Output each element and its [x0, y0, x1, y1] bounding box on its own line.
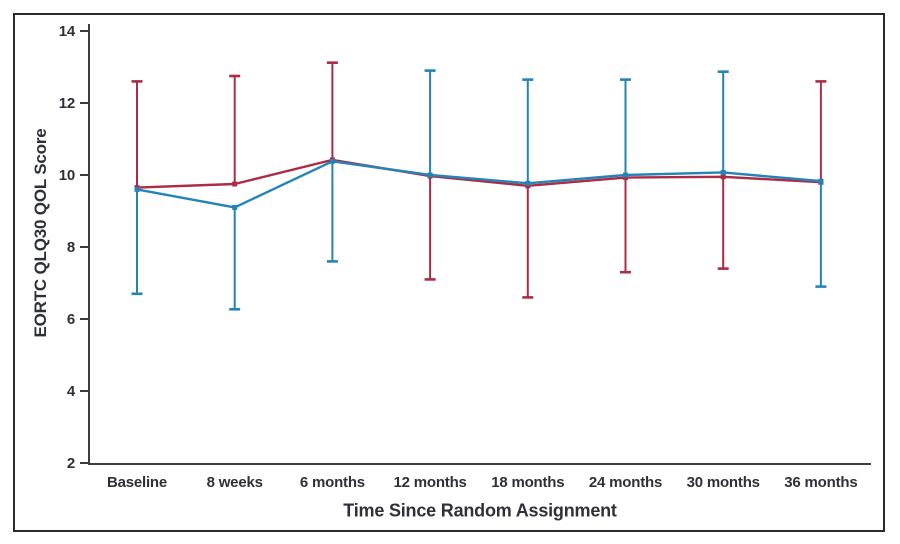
- blue-arm-marker: [427, 172, 433, 178]
- blue-arm-marker: [818, 178, 824, 184]
- blue-arm-line: [136, 160, 822, 209]
- red-arm-line: [136, 158, 821, 189]
- y-tick-label: 14: [59, 23, 76, 40]
- x-tick-label: 18 months: [491, 474, 564, 491]
- red-arm-marker: [720, 174, 726, 180]
- y-tick-label: 10: [59, 167, 75, 184]
- y-tick-label: 12: [59, 95, 75, 112]
- x-tick-label: 8 weeks: [207, 474, 263, 491]
- x-tick-label: 12 months: [393, 474, 466, 491]
- y-tick-label: 8: [67, 239, 75, 256]
- x-tick-label: 6 months: [300, 474, 365, 491]
- y-tick-label: 6: [67, 311, 75, 328]
- red-arm-marker: [525, 183, 531, 189]
- y-tick-label: 2: [67, 455, 75, 472]
- y-axis-title: EORTC QLQ30 QOL Score: [31, 128, 50, 338]
- red-arm-marker: [623, 175, 628, 181]
- blue-arm-marker: [623, 172, 628, 178]
- blue-arm-marker: [134, 186, 140, 192]
- blue-arm-marker: [329, 158, 335, 164]
- x-tick-label: 36 months: [784, 474, 857, 491]
- x-axis-title: Time Since Random Assignment: [343, 500, 617, 521]
- red-arm-marker: [232, 181, 238, 187]
- x-tick-label: Baseline: [107, 474, 167, 491]
- x-tick-label: 24 months: [589, 474, 662, 491]
- blue-arm-marker: [525, 180, 531, 186]
- y-tick-label: 4: [67, 383, 76, 400]
- blue-arm-marker: [232, 204, 238, 210]
- x-tick-label: 30 months: [687, 474, 760, 491]
- blue-arm-marker: [720, 169, 726, 175]
